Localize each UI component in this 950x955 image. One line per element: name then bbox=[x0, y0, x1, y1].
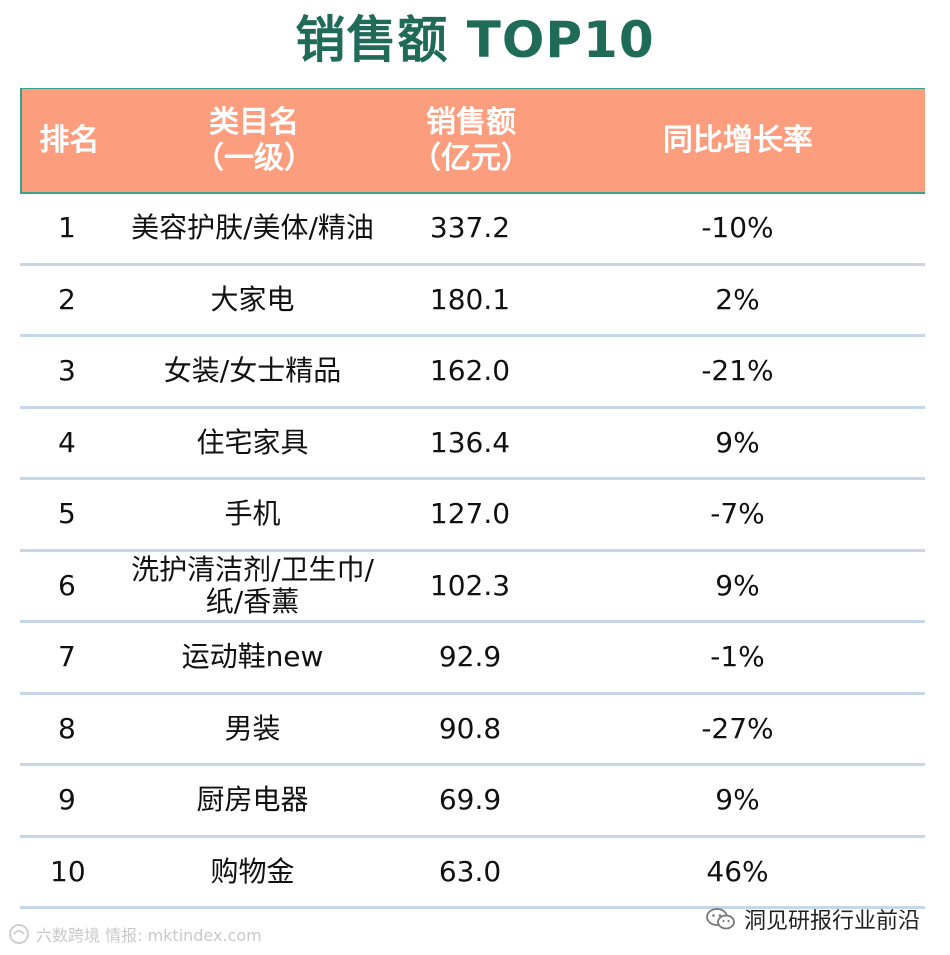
sales-table: 排名 类目名 （一级） 销售额 （亿元） 同比增长率 1 美容护肤/美体/精油 … bbox=[20, 88, 925, 909]
table-row: 7 运动鞋new 92.9 -1% bbox=[20, 623, 925, 695]
cell-sales: 162.0 bbox=[429, 354, 511, 388]
header-category-line1: 类目名 bbox=[208, 104, 299, 140]
cell-sales: 127.0 bbox=[429, 497, 511, 531]
table-header: 排名 类目名 （一级） 销售额 （亿元） 同比增长率 bbox=[20, 88, 925, 194]
cell-category: 住宅家具 bbox=[196, 425, 309, 459]
cell-sales: 90.8 bbox=[438, 711, 502, 745]
cell-category: 厨房电器 bbox=[196, 783, 309, 817]
cell-sales: 136.4 bbox=[429, 425, 511, 459]
table-row: 8 男装 90.8 -27% bbox=[20, 695, 925, 766]
table-row: 3 女装/女士精品 162.0 -21% bbox=[20, 337, 925, 409]
cell-growth: 9% bbox=[715, 568, 760, 602]
cell-rank: 7 bbox=[58, 640, 76, 674]
watermark: 六数跨境 情报: mktindex.com bbox=[8, 922, 262, 946]
watermark-logo-icon bbox=[8, 923, 30, 945]
cell-category: 美容护肤/美体/精油 bbox=[131, 211, 374, 245]
cell-sales: 337.2 bbox=[429, 211, 511, 245]
cell-sales: 69.9 bbox=[438, 783, 502, 817]
cell-rank: 1 bbox=[58, 211, 76, 245]
header-growth: 同比增长率 bbox=[551, 89, 925, 192]
watermark-text: 六数跨境 情报: mktindex.com bbox=[36, 926, 262, 945]
cell-rank: 2 bbox=[58, 282, 76, 316]
cell-sales: 92.9 bbox=[438, 640, 502, 674]
header-category: 类目名 （一级） bbox=[117, 89, 391, 192]
wechat-icon bbox=[706, 908, 736, 930]
cell-rank: 6 bbox=[58, 568, 76, 602]
header-rank: 排名 bbox=[22, 89, 117, 192]
cell-growth: -7% bbox=[710, 497, 765, 531]
table-row: 4 住宅家具 136.4 9% bbox=[20, 409, 925, 480]
cell-sales: 102.3 bbox=[429, 568, 511, 602]
cell-rank: 10 bbox=[50, 854, 86, 888]
header-growth-label: 同比增长率 bbox=[662, 122, 813, 158]
cell-growth: -27% bbox=[701, 711, 774, 745]
cell-rank: 4 bbox=[58, 425, 76, 459]
cell-category: 洗护清洁剂/卫生巾/ 纸/香薰 bbox=[131, 552, 374, 618]
cell-category: 运动鞋new bbox=[181, 640, 324, 674]
cell-growth: 2% bbox=[715, 282, 760, 316]
table-row: 9 厨房电器 69.9 9% bbox=[20, 766, 925, 838]
header-sales: 销售额 （亿元） bbox=[391, 89, 551, 192]
table-row: 1 美容护肤/美体/精油 337.2 -10% bbox=[20, 194, 925, 266]
cell-category: 女装/女士精品 bbox=[163, 354, 342, 388]
cell-category: 大家电 bbox=[210, 282, 295, 316]
cell-category: 男装 bbox=[224, 711, 281, 745]
table-row: 5 手机 127.0 -7% bbox=[20, 480, 925, 552]
cell-growth: -21% bbox=[701, 354, 774, 388]
table-row: 6 洗护清洁剂/卫生巾/ 纸/香薰 102.3 9% bbox=[20, 552, 925, 623]
cell-rank: 5 bbox=[58, 497, 76, 531]
cell-growth: 46% bbox=[706, 854, 769, 888]
cell-category: 手机 bbox=[224, 497, 281, 531]
cell-category: 购物金 bbox=[210, 854, 295, 888]
cell-rank: 9 bbox=[58, 783, 76, 817]
header-category-line2: （一级） bbox=[193, 140, 314, 176]
header-sales-line1: 销售额 bbox=[426, 104, 516, 140]
cell-rank: 3 bbox=[58, 354, 76, 388]
header-sales-line2: （亿元） bbox=[411, 140, 531, 176]
cell-growth: 9% bbox=[715, 425, 760, 459]
cell-growth: 9% bbox=[715, 783, 760, 817]
brand-credit: 洞见研报行业前沿 bbox=[706, 903, 920, 935]
cell-growth: -10% bbox=[701, 211, 774, 245]
page-title: 销售额 TOP10 bbox=[295, 11, 655, 69]
cell-rank: 8 bbox=[58, 711, 76, 745]
table-row: 10 购物金 63.0 46% bbox=[20, 838, 925, 909]
cell-sales: 63.0 bbox=[438, 854, 502, 888]
brand-text: 洞见研报行业前沿 bbox=[743, 909, 920, 934]
cell-growth: -1% bbox=[710, 640, 765, 674]
cell-sales: 180.1 bbox=[429, 282, 511, 316]
header-rank-label: 排名 bbox=[39, 122, 100, 158]
table-row: 2 大家电 180.1 2% bbox=[20, 266, 925, 337]
